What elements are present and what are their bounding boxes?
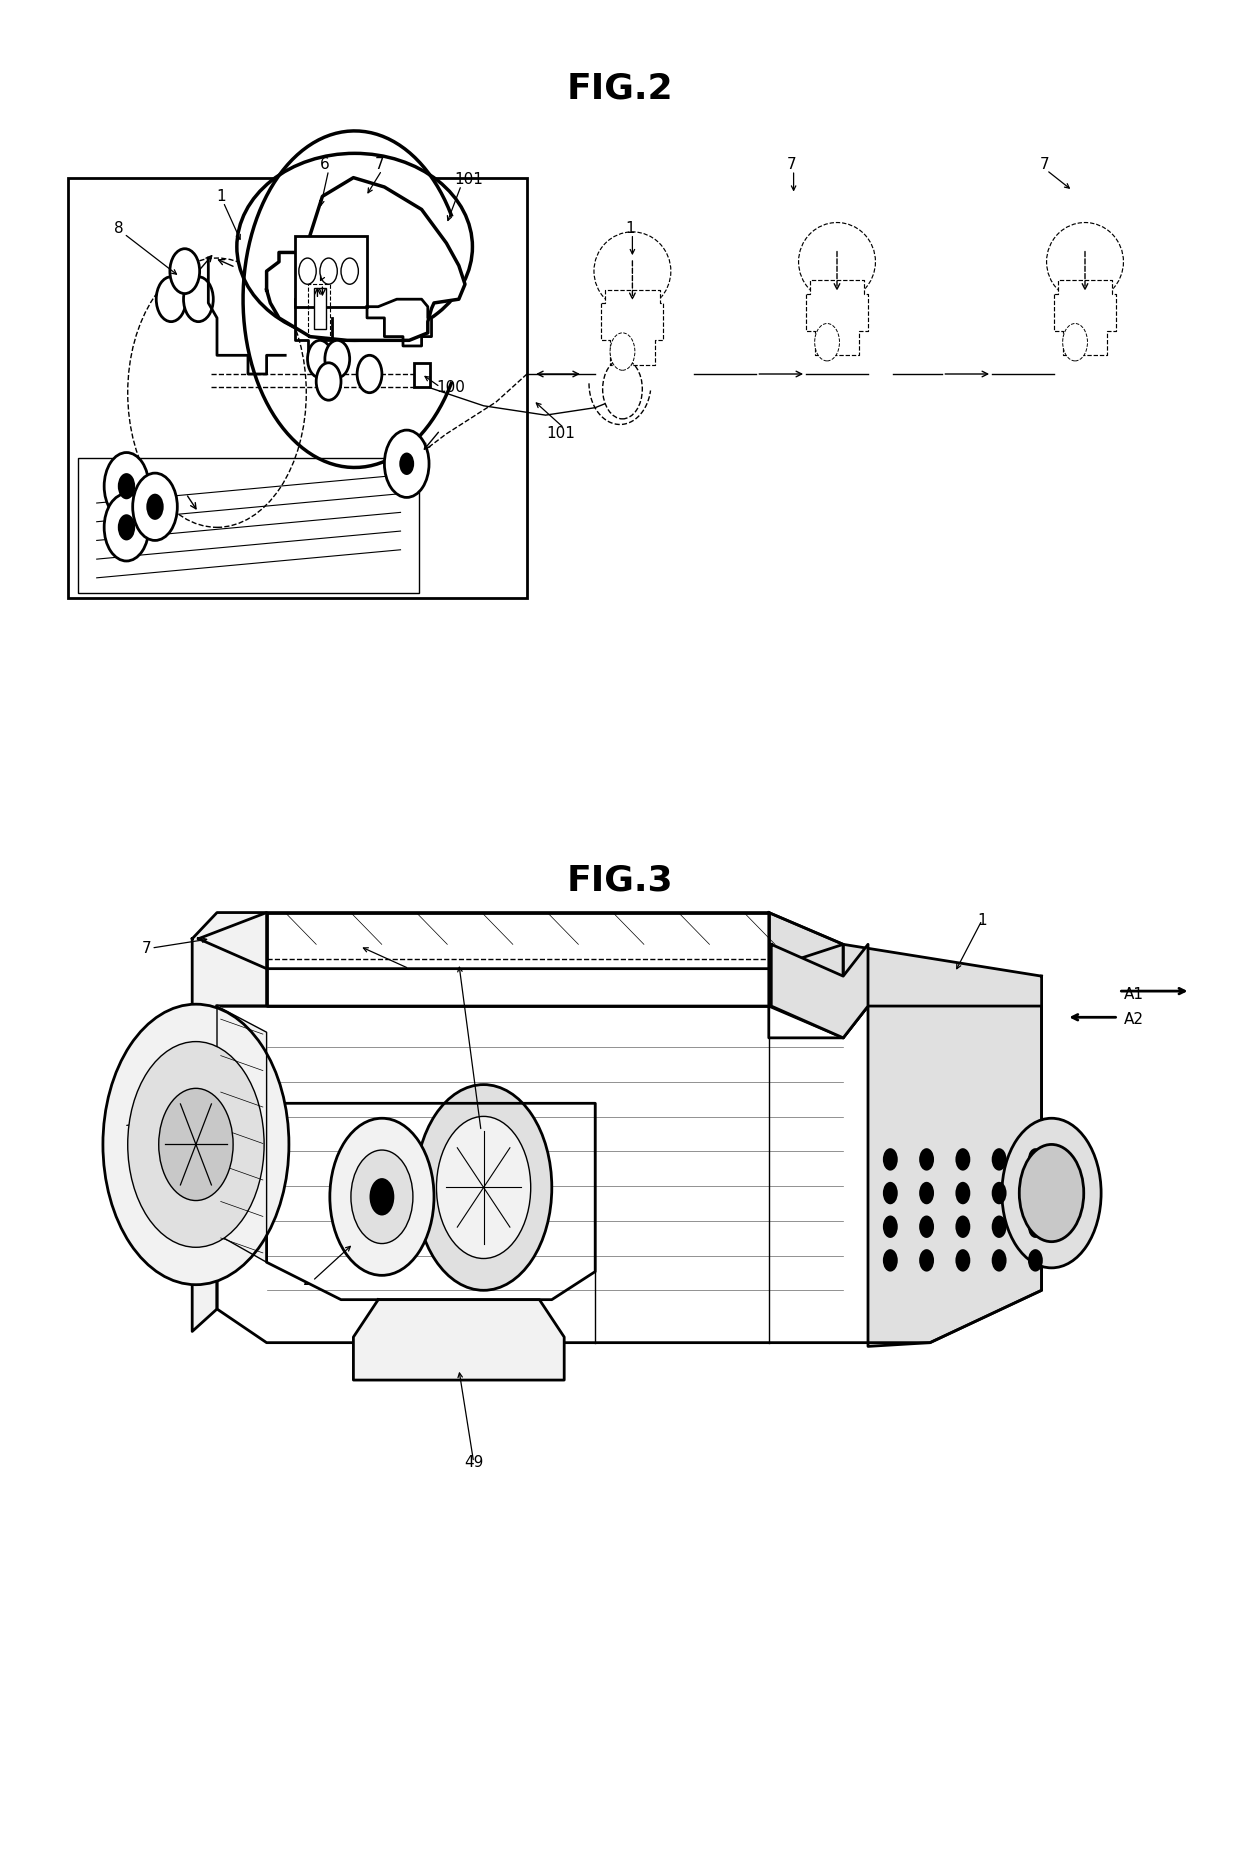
Text: 1: 1 xyxy=(977,913,987,928)
Text: FIG.3: FIG.3 xyxy=(567,864,673,898)
Polygon shape xyxy=(217,1006,1042,1343)
Polygon shape xyxy=(267,178,465,340)
Circle shape xyxy=(992,1182,1007,1204)
Circle shape xyxy=(128,1042,264,1247)
Circle shape xyxy=(341,258,358,284)
Circle shape xyxy=(351,1150,413,1244)
Circle shape xyxy=(1028,1249,1043,1272)
Text: FIG.2: FIG.2 xyxy=(567,71,673,105)
Bar xyxy=(414,363,430,387)
Circle shape xyxy=(316,363,341,400)
Ellipse shape xyxy=(799,223,875,301)
Bar xyxy=(314,288,326,329)
Circle shape xyxy=(308,340,332,378)
Bar xyxy=(295,236,367,307)
Text: 7: 7 xyxy=(141,941,151,956)
Circle shape xyxy=(919,1182,934,1204)
Text: 22a: 22a xyxy=(466,1124,496,1139)
Text: 1: 1 xyxy=(625,221,635,236)
Circle shape xyxy=(436,1116,531,1259)
Text: 26: 26 xyxy=(303,1273,322,1288)
Polygon shape xyxy=(601,290,663,365)
Circle shape xyxy=(919,1148,934,1171)
Text: 6: 6 xyxy=(320,157,330,172)
Circle shape xyxy=(1028,1216,1043,1238)
Circle shape xyxy=(320,258,337,284)
Circle shape xyxy=(955,1148,971,1171)
Polygon shape xyxy=(267,1103,595,1300)
Text: 25: 25 xyxy=(114,1118,134,1133)
Circle shape xyxy=(133,473,177,540)
Ellipse shape xyxy=(594,232,671,310)
Polygon shape xyxy=(367,299,432,346)
Text: A1: A1 xyxy=(1123,987,1143,1002)
Circle shape xyxy=(955,1216,971,1238)
Circle shape xyxy=(415,1085,552,1290)
Circle shape xyxy=(955,1249,971,1272)
Circle shape xyxy=(104,453,149,520)
Circle shape xyxy=(992,1148,1007,1171)
Polygon shape xyxy=(769,913,843,1038)
Polygon shape xyxy=(771,944,868,1038)
Circle shape xyxy=(919,1216,934,1238)
Circle shape xyxy=(103,1004,289,1285)
Circle shape xyxy=(815,324,839,361)
Text: 101: 101 xyxy=(454,172,484,187)
Circle shape xyxy=(118,473,135,499)
Ellipse shape xyxy=(237,153,472,340)
Bar xyxy=(308,284,330,337)
Text: 8: 8 xyxy=(114,221,124,236)
Circle shape xyxy=(399,453,414,475)
Circle shape xyxy=(883,1249,898,1272)
Ellipse shape xyxy=(1047,223,1123,301)
Circle shape xyxy=(1028,1148,1043,1171)
Circle shape xyxy=(883,1182,898,1204)
Text: 7: 7 xyxy=(1039,157,1049,172)
Circle shape xyxy=(325,340,350,378)
Circle shape xyxy=(146,494,164,520)
Circle shape xyxy=(883,1216,898,1238)
Text: 6: 6 xyxy=(312,264,322,279)
Circle shape xyxy=(1028,1182,1043,1204)
Circle shape xyxy=(1019,1144,1084,1242)
Circle shape xyxy=(299,258,316,284)
Text: 101: 101 xyxy=(546,426,575,441)
Circle shape xyxy=(384,430,429,497)
Text: 22: 22 xyxy=(399,961,419,976)
Circle shape xyxy=(159,1088,233,1201)
Bar xyxy=(68,178,527,598)
Circle shape xyxy=(1063,324,1087,361)
Circle shape xyxy=(330,1118,434,1275)
Polygon shape xyxy=(843,944,1042,1346)
Polygon shape xyxy=(1054,280,1116,355)
Circle shape xyxy=(156,277,186,322)
Circle shape xyxy=(370,1178,394,1216)
Circle shape xyxy=(992,1216,1007,1238)
Bar xyxy=(78,458,419,593)
Text: 49: 49 xyxy=(464,1455,484,1470)
Text: A2: A2 xyxy=(1123,1012,1143,1027)
Text: 1: 1 xyxy=(216,189,226,204)
Circle shape xyxy=(610,333,635,370)
Circle shape xyxy=(184,277,213,322)
Circle shape xyxy=(357,355,382,393)
Text: 7: 7 xyxy=(786,157,796,172)
Text: 100: 100 xyxy=(436,380,465,395)
Circle shape xyxy=(603,359,642,419)
Circle shape xyxy=(118,514,135,540)
Polygon shape xyxy=(353,1300,564,1380)
Circle shape xyxy=(919,1249,934,1272)
Polygon shape xyxy=(217,1006,267,1262)
Text: 7: 7 xyxy=(374,157,384,172)
Polygon shape xyxy=(267,913,769,1006)
Circle shape xyxy=(992,1249,1007,1272)
Circle shape xyxy=(170,249,200,294)
Circle shape xyxy=(104,494,149,561)
Circle shape xyxy=(883,1148,898,1171)
Polygon shape xyxy=(198,913,843,969)
Polygon shape xyxy=(192,913,267,1331)
Circle shape xyxy=(1002,1118,1101,1268)
Polygon shape xyxy=(806,280,868,355)
Circle shape xyxy=(955,1182,971,1204)
